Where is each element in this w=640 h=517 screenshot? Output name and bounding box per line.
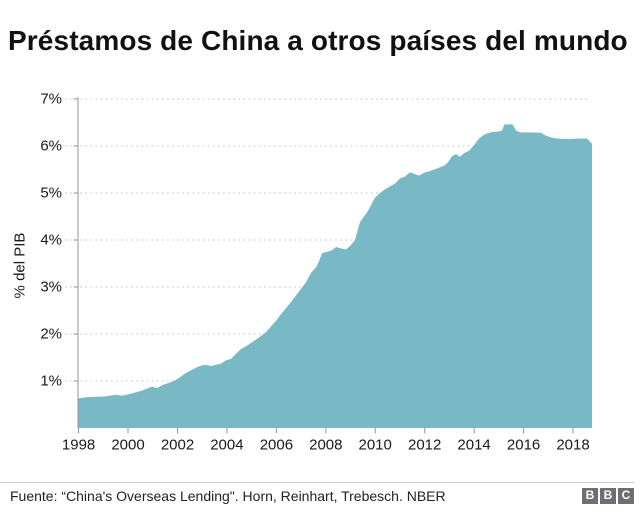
svg-text:2014: 2014 [457,437,490,454]
svg-text:7%: 7% [40,91,62,108]
svg-text:6%: 6% [40,138,62,155]
svg-text:2%: 2% [40,326,62,343]
svg-text:5%: 5% [40,185,62,202]
svg-text:2012: 2012 [408,437,441,454]
svg-text:3%: 3% [40,279,62,296]
svg-text:2018: 2018 [556,437,589,454]
svg-text:1998: 1998 [62,437,95,454]
svg-text:2016: 2016 [507,437,540,454]
svg-text:2008: 2008 [309,437,342,454]
svg-text:4%: 4% [40,232,62,249]
svg-text:2000: 2000 [111,437,144,454]
svg-text:2004: 2004 [210,437,243,454]
svg-text:2006: 2006 [260,437,293,454]
svg-text:2010: 2010 [359,437,392,454]
svg-text:1%: 1% [40,373,62,390]
svg-text:2002: 2002 [161,437,194,454]
